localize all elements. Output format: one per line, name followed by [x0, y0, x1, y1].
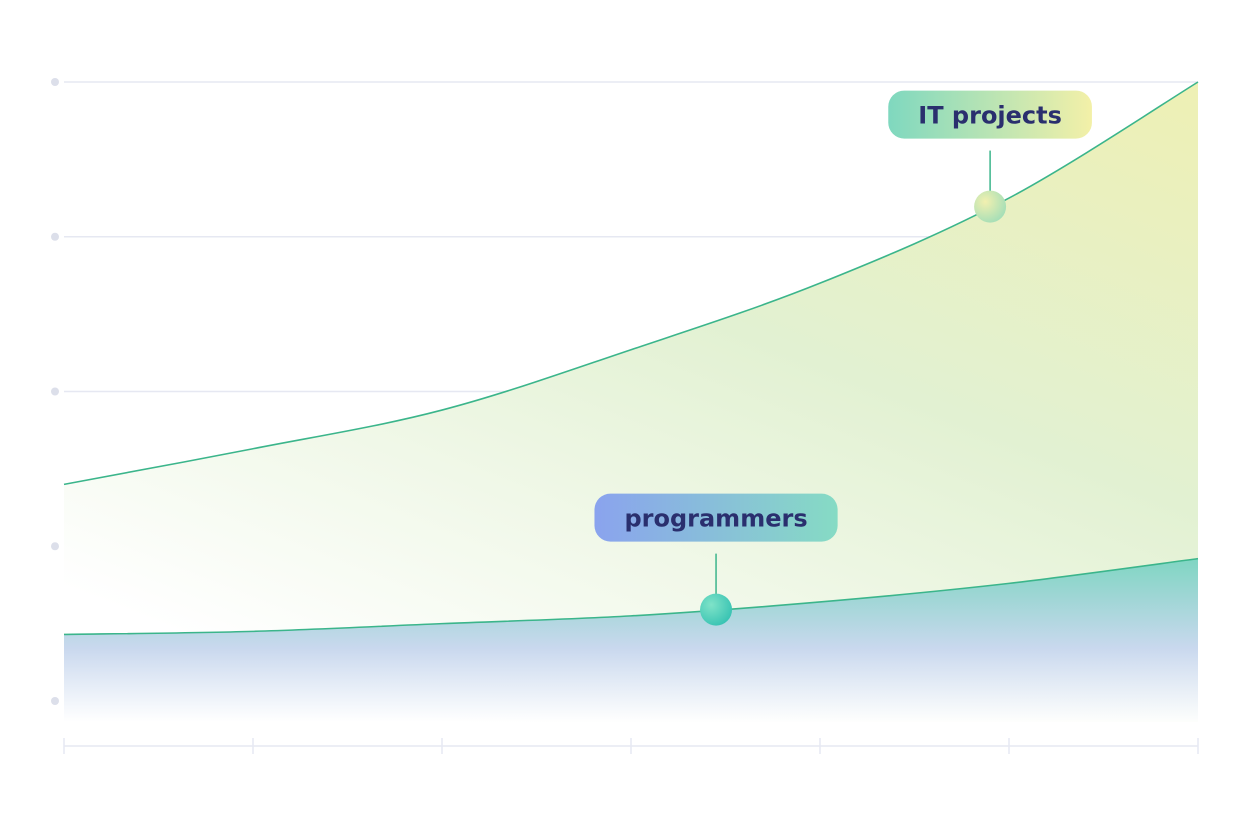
y-tick-dot — [51, 78, 59, 86]
callout-badge — [594, 493, 838, 542]
y-tick-dot — [51, 232, 59, 241]
series-areas — [64, 82, 1198, 722]
series-label: programmers — [624, 505, 807, 533]
series-line-it-projects — [63, 81, 1199, 486]
callout-it-projects: IT projects — [888, 90, 1092, 223]
y-tick-dot — [51, 387, 59, 396]
series-area-it-projects — [64, 82, 1198, 722]
callout-programmers: programmers — [594, 493, 838, 626]
series-lines — [63, 81, 1199, 636]
x-axis — [63, 738, 1199, 754]
callout-badge — [888, 90, 1092, 139]
series-point-marker — [700, 593, 733, 626]
y-tick-dot — [51, 542, 59, 551]
y-tick-dot — [51, 697, 59, 705]
series-callouts: IT projects programmers — [594, 90, 1092, 626]
series-area-programmers — [64, 558, 1198, 722]
y-tick-dots — [51, 78, 59, 705]
series-point-marker — [974, 190, 1007, 223]
series-line-programmers — [63, 557, 1199, 636]
series-label: IT projects — [918, 102, 1062, 130]
